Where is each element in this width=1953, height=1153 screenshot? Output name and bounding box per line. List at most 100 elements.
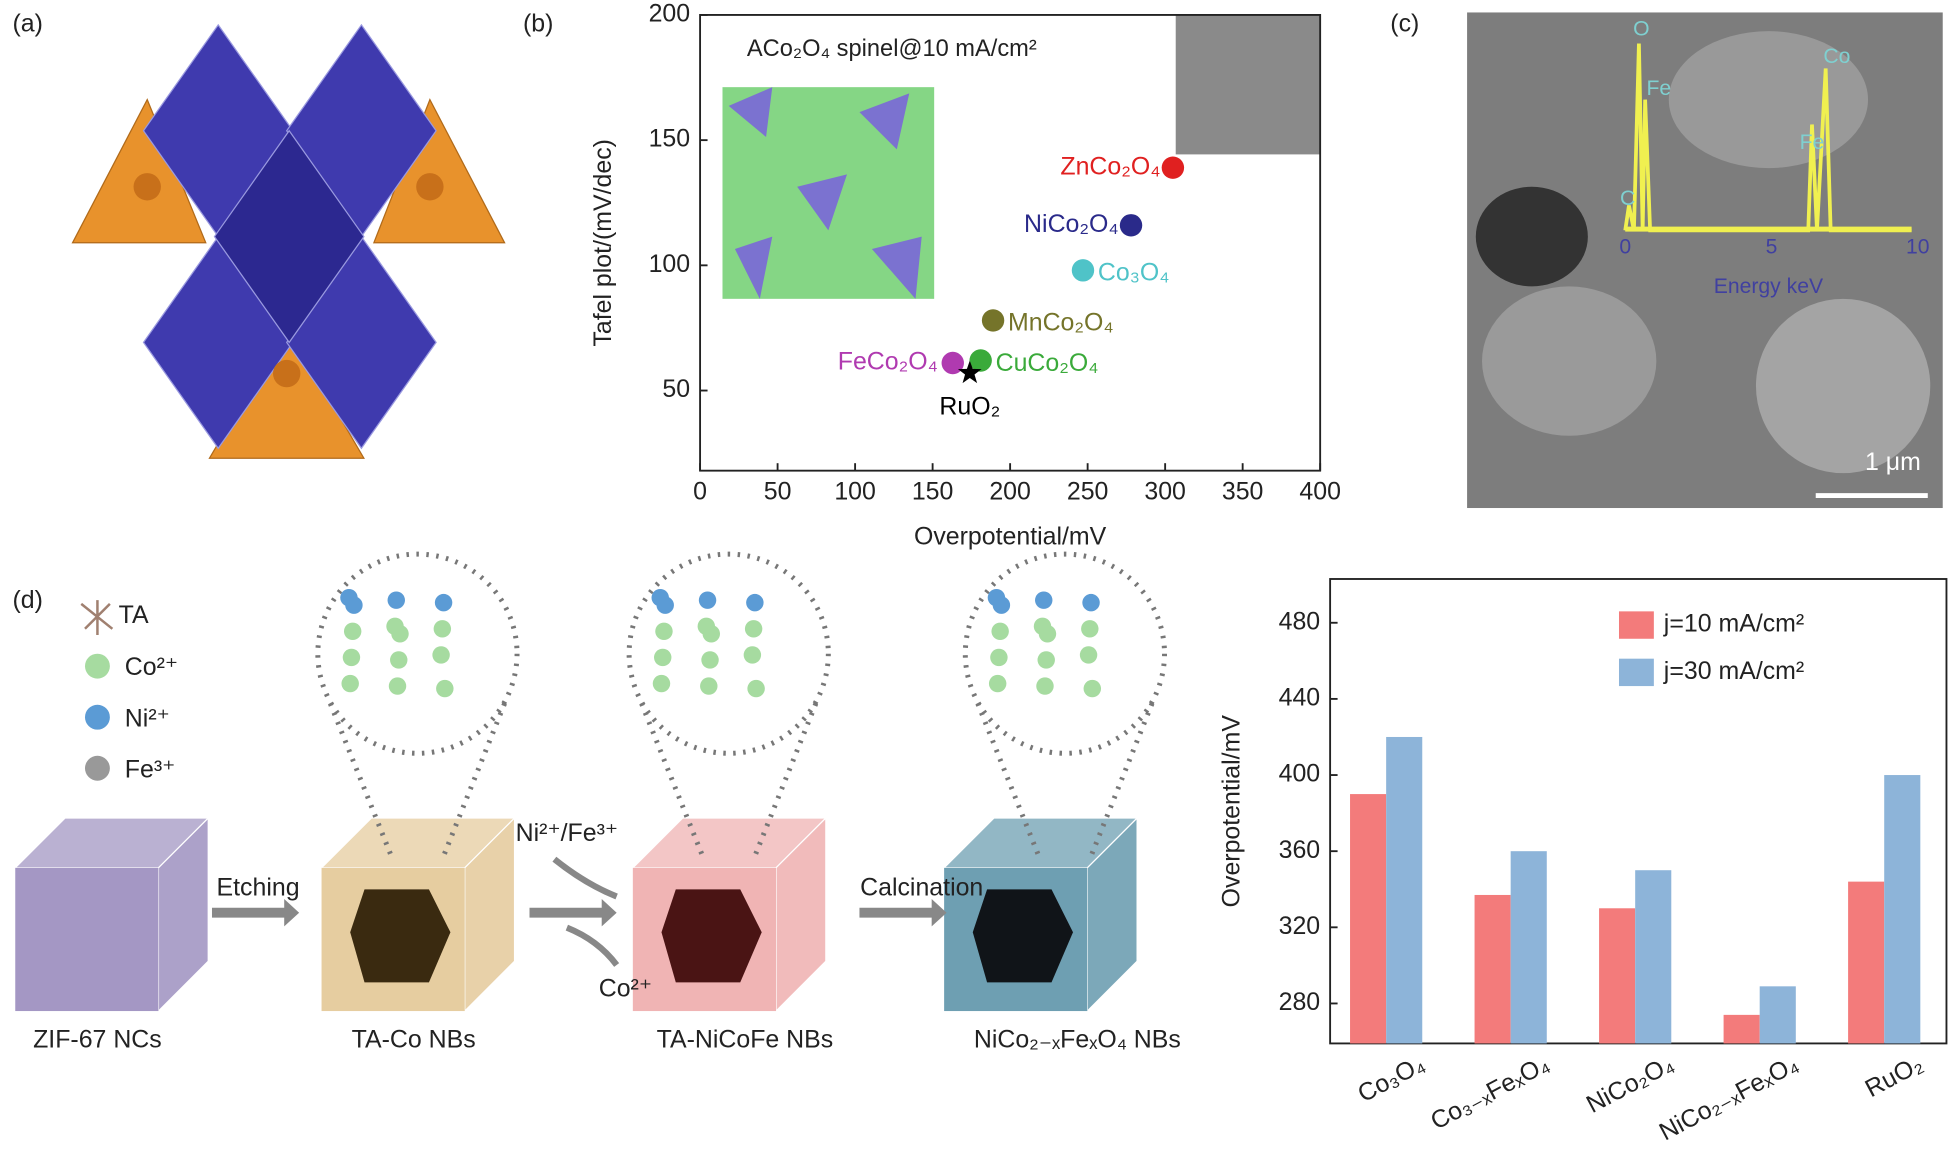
legend-icon bbox=[84, 755, 110, 781]
y-tick-label: 150 bbox=[649, 125, 691, 153]
edx-peak-label: C bbox=[1620, 187, 1635, 210]
zoom-line bbox=[975, 702, 1043, 861]
x-tick-label: 150 bbox=[912, 478, 954, 506]
point-label: MnCo₂O₄ bbox=[1008, 309, 1114, 337]
legend-swatch bbox=[1618, 611, 1654, 639]
x-tick-label: 100 bbox=[834, 478, 876, 506]
atom bbox=[1081, 620, 1099, 638]
bar bbox=[1386, 736, 1423, 1044]
atom bbox=[1083, 679, 1102, 698]
point-label: NiCo₂O₄ bbox=[1024, 210, 1119, 238]
y-tick-label: 50 bbox=[662, 375, 690, 403]
atom bbox=[656, 596, 674, 614]
bar bbox=[1510, 851, 1547, 1044]
atom bbox=[343, 622, 362, 641]
edx-peak-label: Fe bbox=[1646, 77, 1671, 100]
atom bbox=[391, 625, 409, 643]
atom bbox=[1035, 591, 1053, 609]
stage-label: TA-Co NBs bbox=[352, 1026, 476, 1054]
atom bbox=[654, 648, 672, 667]
x-tick-label: 200 bbox=[989, 478, 1031, 506]
structure-inset bbox=[722, 87, 935, 299]
zoom-line bbox=[440, 702, 507, 861]
stage-label: TA-NiCoFe NBs bbox=[657, 1026, 834, 1054]
point-label: FeCo₂O₄ bbox=[838, 348, 938, 376]
atom bbox=[702, 625, 721, 643]
x-tick-label: 300 bbox=[1144, 478, 1186, 506]
synthesis-scheme bbox=[13, 551, 1168, 1013]
bar bbox=[1759, 986, 1796, 1044]
sem-image bbox=[1467, 12, 1943, 509]
atom bbox=[345, 596, 363, 614]
y-tick-label: 480 bbox=[1279, 607, 1321, 635]
point bbox=[941, 351, 964, 375]
y-tick-label: 200 bbox=[649, 0, 691, 28]
bar bbox=[1599, 908, 1636, 1044]
arrow bbox=[529, 898, 617, 927]
y-tick-label: 280 bbox=[1279, 988, 1321, 1016]
atom bbox=[433, 620, 452, 638]
atom bbox=[387, 591, 405, 609]
panel-label: (c) bbox=[1390, 9, 1419, 37]
arrow bbox=[552, 856, 618, 900]
point bbox=[957, 360, 982, 384]
edx-peak-label: Co bbox=[1823, 45, 1850, 68]
step-label: Co²⁺ bbox=[599, 974, 652, 1002]
zoom-circle bbox=[962, 551, 1168, 756]
atom bbox=[388, 677, 407, 695]
legend-icon bbox=[84, 704, 110, 730]
panel-label: (a) bbox=[12, 9, 42, 37]
edx-tick-label: 5 bbox=[1766, 235, 1778, 258]
arrow bbox=[859, 898, 947, 927]
point-label: ZnCo₂O₄ bbox=[1060, 152, 1160, 180]
legend-text: Co²⁺ bbox=[125, 653, 178, 681]
zoom-circle bbox=[315, 551, 520, 756]
atom bbox=[1038, 625, 1057, 643]
x-tick-label: Co₃O₄ bbox=[1353, 1050, 1429, 1108]
atom bbox=[342, 648, 361, 667]
zoom-line bbox=[327, 702, 395, 861]
y-tick-label: 440 bbox=[1279, 683, 1321, 711]
y-tick-label: 400 bbox=[1279, 760, 1321, 788]
x-tick-label: 50 bbox=[764, 478, 792, 506]
point bbox=[1119, 214, 1143, 237]
point bbox=[969, 349, 992, 372]
point-label: CuCo₂O₄ bbox=[996, 349, 1099, 377]
atom bbox=[743, 646, 762, 664]
cube-hole bbox=[972, 889, 1073, 983]
edx-tick-label: 10 bbox=[1906, 235, 1930, 258]
legend-swatch bbox=[1618, 658, 1654, 687]
cube-hole bbox=[661, 889, 762, 983]
atom bbox=[341, 674, 359, 693]
y-axis-label: Overpotential/mV bbox=[1218, 715, 1246, 908]
point-label: RuO₂ bbox=[939, 392, 1000, 420]
atom bbox=[390, 651, 408, 669]
legend-text: j=30 mA/cm² bbox=[1663, 657, 1804, 685]
arrow bbox=[211, 898, 300, 927]
stage-label: NiCo₂₋ₓFeₓO₄ NBs bbox=[974, 1026, 1181, 1054]
stage-label: ZIF-67 NCs bbox=[33, 1026, 162, 1054]
point bbox=[1161, 156, 1185, 179]
arrow bbox=[565, 924, 620, 967]
x-tick-label: NiCo₂₋ₓFeₓO₄ bbox=[1655, 1050, 1803, 1147]
y-tick-label: 320 bbox=[1279, 912, 1321, 940]
cube-front bbox=[15, 867, 159, 1012]
zoom-line bbox=[1087, 702, 1155, 861]
legend-icon bbox=[80, 600, 114, 636]
atom bbox=[746, 593, 764, 612]
bar bbox=[1350, 794, 1387, 1044]
x-tick-label: RuO₂ bbox=[1861, 1050, 1928, 1103]
x-tick-label: Co₃₋ₓFeₓO₄ bbox=[1426, 1050, 1554, 1136]
atom bbox=[988, 674, 1007, 693]
edx-axis-label: Energy keV bbox=[1714, 275, 1824, 298]
x-tick-label: 0 bbox=[693, 478, 707, 506]
annotation: ACo₂O₄ spinel@10 mA/cm² bbox=[747, 36, 1037, 62]
legend-text: Fe³⁺ bbox=[125, 755, 175, 783]
x-tick-label: 250 bbox=[1067, 478, 1109, 506]
atom bbox=[434, 593, 453, 612]
crystal-structure bbox=[71, 23, 506, 459]
atom bbox=[1037, 651, 1055, 669]
atom bbox=[990, 648, 1008, 667]
point-label: Co₃O₄ bbox=[1098, 259, 1169, 287]
atom bbox=[698, 591, 717, 609]
